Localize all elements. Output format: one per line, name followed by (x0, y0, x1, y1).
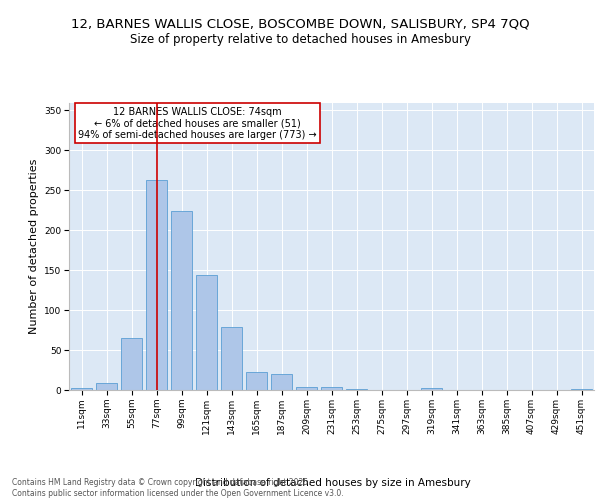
Bar (321, 387, 342, 390)
Bar (146, 180, 167, 390)
Bar (71, 388, 92, 390)
Text: 12 BARNES WALLIS CLOSE: 74sqm
← 6% of detached houses are smaller (51)
94% of se: 12 BARNES WALLIS CLOSE: 74sqm ← 6% of de… (79, 107, 317, 140)
Bar (96, 383, 117, 390)
Text: Contains HM Land Registry data © Crown copyright and database right 2025.
Contai: Contains HM Land Registry data © Crown c… (12, 478, 344, 498)
Bar (421, 388, 442, 390)
Bar (221, 327, 242, 390)
Text: Distribution of detached houses by size in Amesbury: Distribution of detached houses by size … (195, 478, 471, 488)
Bar (271, 374, 292, 390)
Text: 12, BARNES WALLIS CLOSE, BOSCOMBE DOWN, SALISBURY, SP4 7QQ: 12, BARNES WALLIS CLOSE, BOSCOMBE DOWN, … (71, 18, 529, 30)
Y-axis label: Number of detached properties: Number of detached properties (29, 158, 38, 334)
Bar (296, 387, 317, 390)
Bar (171, 211, 192, 390)
Text: Size of property relative to detached houses in Amesbury: Size of property relative to detached ho… (130, 32, 470, 46)
Bar (196, 275, 217, 390)
Bar (121, 338, 142, 390)
Bar (246, 372, 267, 390)
Bar (571, 389, 592, 390)
Bar (346, 389, 367, 390)
